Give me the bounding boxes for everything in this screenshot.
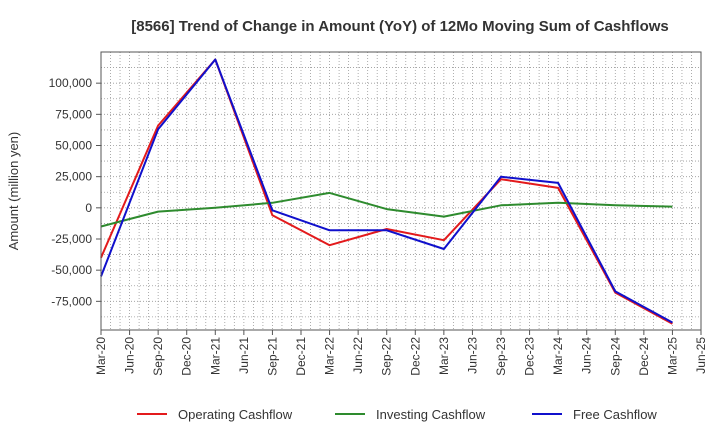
x-tick-label: Mar-20 xyxy=(94,337,108,375)
legend: Operating Cashflow Investing Cashflow Free… xyxy=(137,407,657,422)
x-tick-label: Jun-22 xyxy=(351,337,365,374)
x-tick-label: Mar-22 xyxy=(323,337,337,375)
x-tick-label: Mar-24 xyxy=(551,337,565,375)
x-tick-label: Sep-20 xyxy=(151,337,165,376)
x-tick-label: Mar-21 xyxy=(208,337,222,375)
y-axis-ticks: 100,000 75,000 50,000 25,000 0 -25,000 -50,000… xyxy=(49,76,101,308)
x-tick-label: Mar-23 xyxy=(437,337,451,375)
x-tick-label: Jun-23 xyxy=(465,337,479,374)
series-line-investing-cashflow xyxy=(100,191,673,228)
plot-area xyxy=(101,52,701,330)
legend-item-free-cashflow: Free Cashflow xyxy=(532,407,657,422)
y-tick-label: 100,000 xyxy=(49,76,93,90)
x-tick-label: Sep-24 xyxy=(608,337,622,376)
x-tick-label: Jun-25 xyxy=(694,337,708,374)
y-tick-label: 75,000 xyxy=(55,107,92,121)
x-axis-ticks: Mar-20 Jun-20 Sep-20 Dec-20 Mar-21 Jun-21 Sep-… xyxy=(94,330,708,376)
y-tick-label: -50,000 xyxy=(51,263,92,277)
x-tick-label: Dec-23 xyxy=(523,337,537,376)
legend-label: Investing Cashflow xyxy=(376,407,486,422)
x-tick-label: Sep-22 xyxy=(380,337,394,376)
chart-title: [8566] Trend of Change in Amount (YoY) o… xyxy=(131,18,669,35)
x-tick-label: Jun-24 xyxy=(580,337,594,374)
series-lines xyxy=(100,58,673,325)
legend-item-investing-cashflow: Investing Cashflow xyxy=(335,407,486,422)
y-tick-label: 50,000 xyxy=(55,138,92,152)
x-tick-label: Dec-22 xyxy=(408,337,422,376)
series-line-free-cashflow xyxy=(100,58,673,324)
y-tick-label: -25,000 xyxy=(51,232,92,246)
x-tick-label: Dec-20 xyxy=(180,337,194,376)
x-tick-label: Mar-25 xyxy=(665,337,679,375)
plot-frame xyxy=(100,51,702,331)
x-tick-label: Jun-20 xyxy=(123,337,137,374)
legend-item-operating-cashflow: Operating Cashflow xyxy=(137,407,293,422)
x-tick-label: Dec-24 xyxy=(637,337,651,376)
x-tick-label: Dec-21 xyxy=(294,337,308,376)
y-tick-label: -75,000 xyxy=(51,294,92,308)
x-tick-label: Sep-23 xyxy=(494,337,508,376)
legend-label: Operating Cashflow xyxy=(178,407,293,422)
x-gridlines xyxy=(100,52,702,330)
y-axis-label: Amount (million yen) xyxy=(6,132,21,251)
y-tick-label: 0 xyxy=(85,201,92,215)
x-tick-label: Jun-21 xyxy=(237,337,251,374)
x-tick-label: Sep-21 xyxy=(265,337,279,376)
legend-label: Free Cashflow xyxy=(573,407,657,422)
y-tick-label: 25,000 xyxy=(55,170,92,184)
